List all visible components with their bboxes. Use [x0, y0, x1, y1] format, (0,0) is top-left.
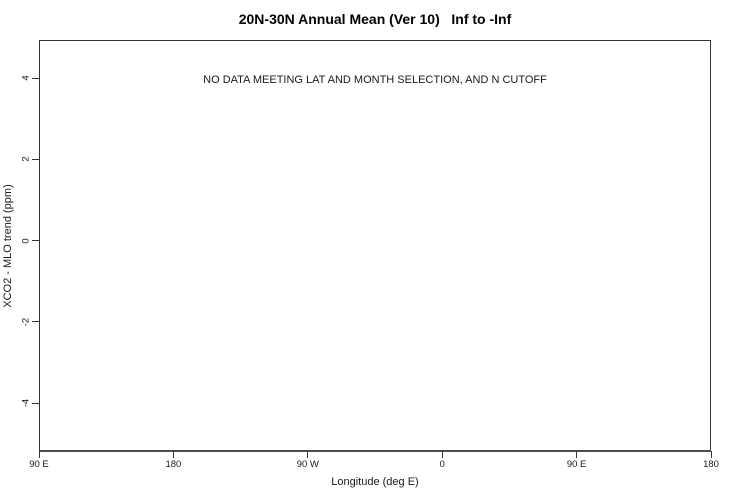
no-data-message: NO DATA MEETING LAT AND MONTH SELECTION,…: [203, 74, 547, 86]
y-tick-label: -2: [20, 317, 32, 326]
y-tick-mark: [32, 77, 39, 79]
y-axis-label: XCO2 - MLO trend (ppm): [2, 184, 14, 308]
x-tick-mark: [38, 451, 40, 458]
x-tick-label: 180: [165, 459, 182, 470]
x-tick-label: 90 E: [29, 459, 49, 470]
y-tick-label: -4: [20, 398, 32, 408]
x-tick-label: 0: [439, 459, 445, 470]
y-tick-mark: [32, 321, 39, 323]
x-tick-label: 90 E: [566, 459, 587, 470]
y-tick-mark: [32, 158, 39, 160]
x-tick-mark: [576, 451, 578, 458]
x-tick-label: 180: [703, 459, 719, 470]
y-tick-mark: [32, 402, 39, 404]
y-tick-label: 0: [20, 237, 32, 244]
x-tick-mark: [710, 451, 712, 458]
y-tick-mark: [32, 240, 39, 241]
x-tick-label: 90 W: [296, 459, 319, 470]
y-tick-label: 2: [20, 156, 32, 162]
plot-area: NO DATA MEETING LAT AND MONTH SELECTION,…: [39, 40, 711, 452]
y-tick-label: 4: [20, 75, 32, 81]
chart-title: 20N-30N Annual Mean (Ver 10) Inf to -Inf: [238, 11, 512, 27]
x-axis-label: Longitude (deg E): [331, 476, 419, 488]
x-tick-mark: [307, 451, 309, 458]
x-tick-mark: [441, 451, 443, 458]
x-tick-mark: [172, 451, 174, 458]
